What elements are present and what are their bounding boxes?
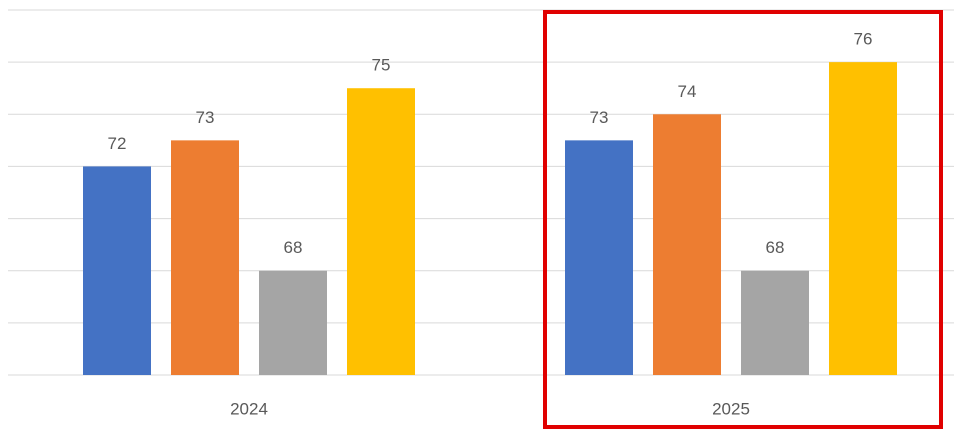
data-label: 74	[678, 82, 697, 101]
bar	[347, 88, 415, 375]
bar	[653, 114, 721, 376]
x-tick-label: 2024	[230, 399, 268, 418]
data-label: 73	[196, 108, 215, 127]
bar	[829, 62, 897, 376]
bar	[565, 140, 633, 375]
x-tick-label: 2025	[712, 399, 750, 418]
data-label: 72	[108, 134, 127, 153]
bar	[259, 270, 327, 375]
bar	[741, 270, 809, 375]
bar	[171, 140, 239, 375]
bar	[83, 166, 151, 375]
data-label: 76	[854, 30, 873, 49]
highlight-box	[543, 10, 943, 429]
data-label: 68	[766, 238, 785, 257]
data-label: 73	[590, 108, 609, 127]
data-label: 68	[284, 238, 303, 257]
data-label: 75	[372, 56, 391, 75]
